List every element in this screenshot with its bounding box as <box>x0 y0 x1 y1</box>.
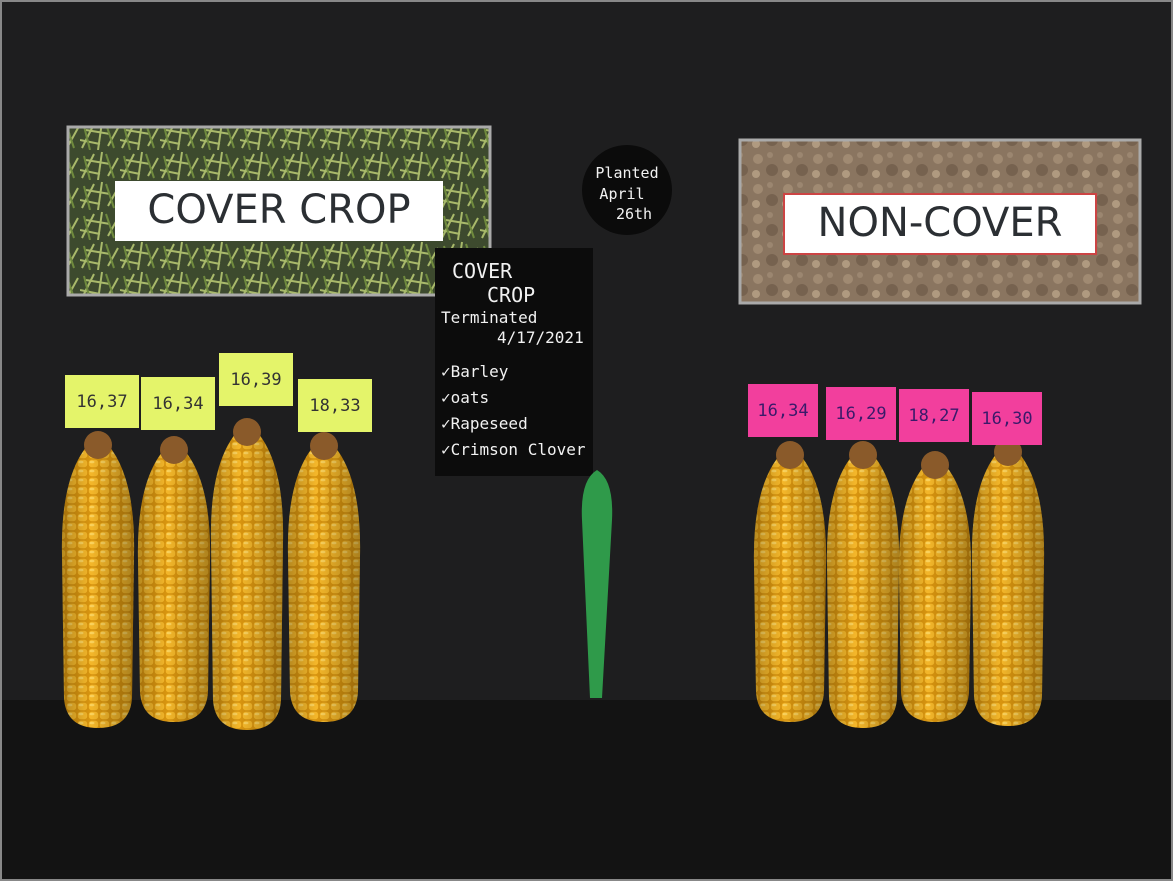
cover-sign-text: COVER CROP <box>147 187 410 233</box>
sticky-label: 16,34 <box>152 394 203 414</box>
corn-shade <box>211 422 283 730</box>
photo: COVER CROP NON-COVER Planted April 26th … <box>0 0 1173 881</box>
corn-shade <box>62 435 134 728</box>
corn-shade <box>972 442 1044 726</box>
chalk-title: CROP <box>487 283 535 307</box>
chalk-item: ✓Crimson Clover <box>441 440 586 459</box>
corn-tip <box>921 451 949 479</box>
sticky-label: 16,30 <box>981 409 1032 429</box>
corn-shade <box>754 445 826 722</box>
planted-text: Planted <box>595 164 658 182</box>
chalk-terminated: Terminated <box>441 308 537 327</box>
chalk-item: ✓Rapeseed <box>441 414 528 433</box>
corn-tip <box>160 436 188 464</box>
noncover-sign-text: NON-COVER <box>818 200 1063 246</box>
corn-tip <box>233 418 261 446</box>
corn-shade <box>288 436 360 722</box>
corn-shade <box>138 440 210 722</box>
table <box>0 700 1173 881</box>
corn-shade <box>899 455 971 722</box>
corn-tip <box>776 441 804 469</box>
sticky-label: 18,33 <box>309 396 360 416</box>
sticky-label: 16,29 <box>835 404 886 424</box>
corn-tip <box>310 432 338 460</box>
chalk-item: ✓oats <box>441 388 489 407</box>
sticky-label: 18,27 <box>908 406 959 426</box>
corn-tip <box>84 431 112 459</box>
planted-text: 26th <box>616 205 652 223</box>
corn-shade <box>827 445 899 728</box>
corn-tip <box>849 441 877 469</box>
chalk-date: 4/17/2021 <box>497 328 584 347</box>
planted-text: April <box>599 185 644 203</box>
sticky-label: 16,39 <box>230 370 281 390</box>
chalk-item: ✓Barley <box>441 362 509 381</box>
sticky-label: 16,37 <box>76 392 127 412</box>
sticky-label: 16,34 <box>757 401 808 421</box>
chalk-title: COVER <box>452 259 513 283</box>
